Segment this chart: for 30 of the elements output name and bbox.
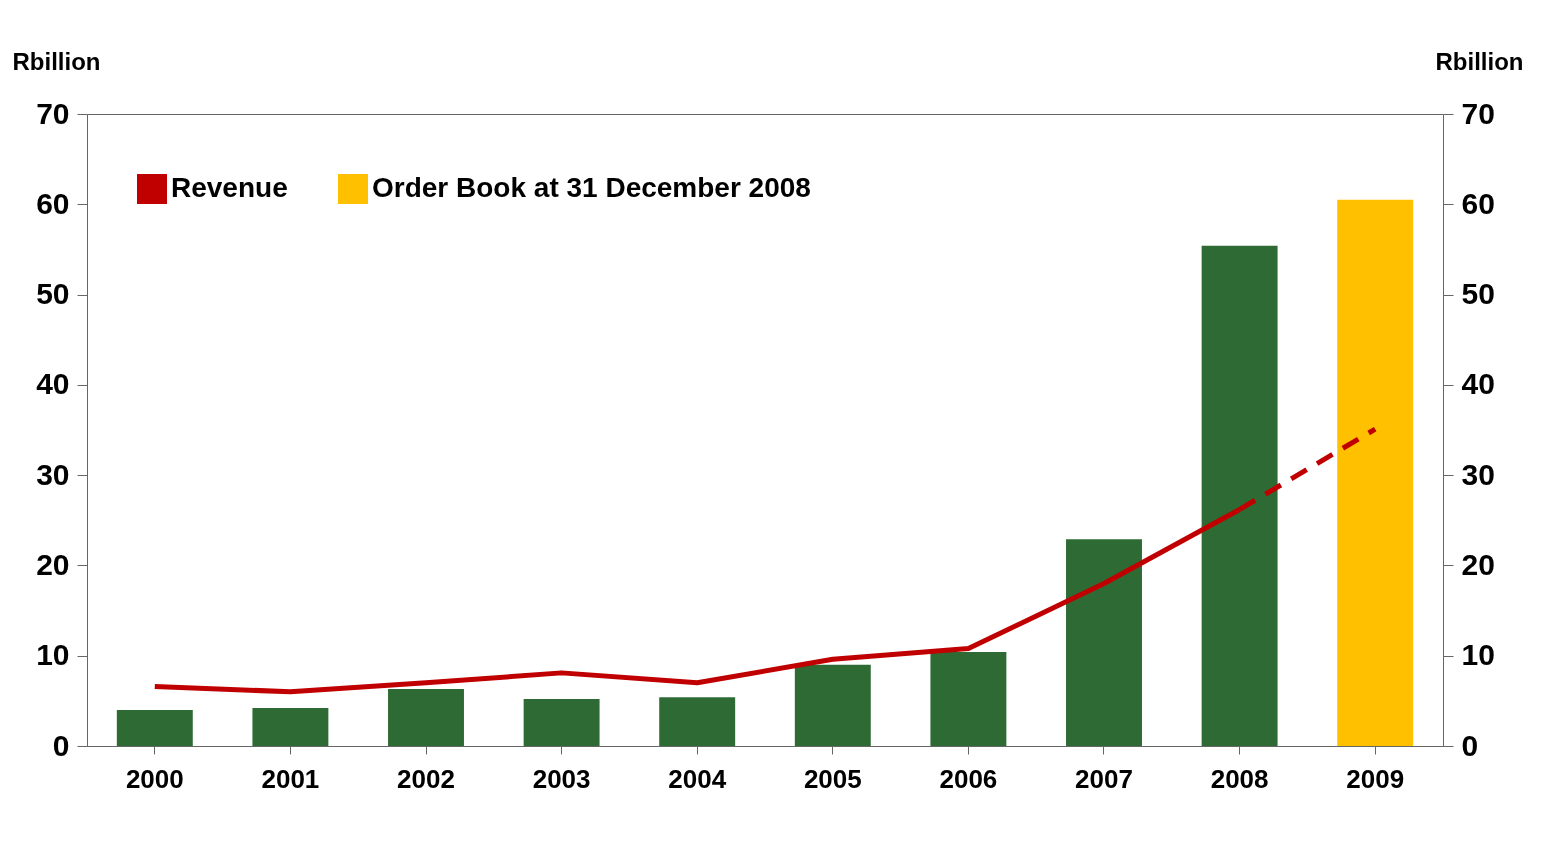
y2-tick-label: 20: [1461, 547, 1495, 581]
y2-tick-label: 10: [1461, 638, 1495, 672]
y-tick-label: 40: [36, 367, 70, 401]
y-tick-label: 10: [36, 638, 70, 672]
y2-tick-label: 0: [1461, 728, 1479, 762]
y2-axis-title: Rbillion: [1435, 47, 1524, 75]
y2-tick-label: 50: [1461, 277, 1495, 311]
y-tick-label: 20: [36, 547, 70, 581]
x-tick-label: 2009: [1346, 763, 1405, 794]
x-tick-label: 2001: [261, 763, 320, 794]
y-tick-label: 0: [52, 728, 70, 762]
x-tick-label: 2007: [1075, 763, 1133, 794]
y-tick-label: 60: [36, 186, 70, 220]
x-tick-label: 2000: [125, 763, 184, 794]
y-tick-label: 70: [36, 96, 70, 130]
legend-label: Revenue: [171, 172, 288, 203]
y-tick-label: 30: [36, 457, 70, 491]
x-tick-label: 2003: [532, 763, 591, 794]
y-axis-title: Rbillion: [12, 47, 101, 75]
y2-tick-label: 30: [1461, 457, 1495, 491]
x-tick-label: 2005: [803, 763, 862, 794]
x-tick-label: 2006: [939, 763, 998, 794]
y2-tick-label: 40: [1461, 367, 1495, 401]
x-tick-label: 2008: [1210, 763, 1269, 794]
y-tick-label: 50: [36, 277, 70, 311]
x-tick-label: 2004: [668, 763, 727, 794]
x-tick-label: 2002: [397, 763, 455, 794]
y2-tick-label: 60: [1461, 186, 1495, 220]
y2-tick-label: 70: [1461, 96, 1495, 130]
legend-label: Order Book at 31 December 2008: [372, 172, 811, 203]
